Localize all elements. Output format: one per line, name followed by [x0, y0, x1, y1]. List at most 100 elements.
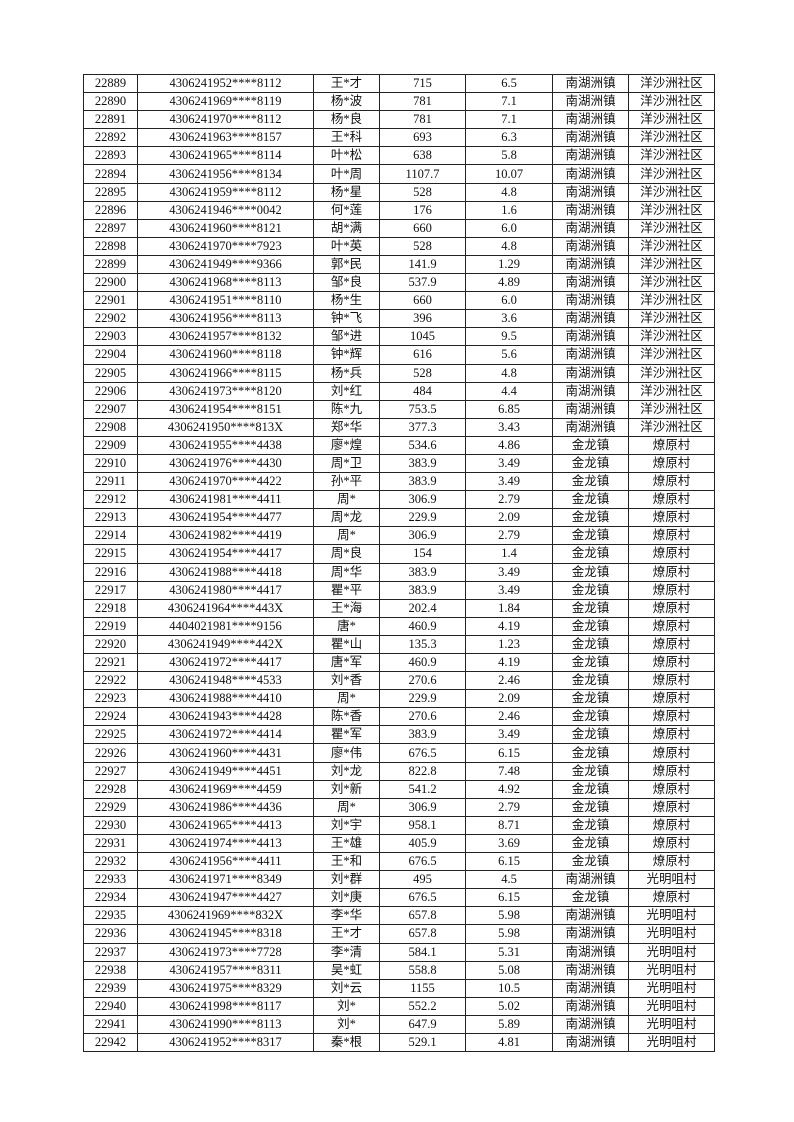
area-cell: 5.8 [465, 146, 553, 166]
area-cell: 4.4 [465, 381, 553, 401]
id-number-cell: 4306241982****4419 [137, 526, 314, 546]
town-cell: 金龙镇 [552, 779, 629, 799]
area-cell: 5.6 [465, 345, 553, 365]
area-cell: 5.89 [465, 1014, 553, 1034]
town-cell: 金龙镇 [552, 671, 629, 691]
amount-cell: 396 [379, 309, 466, 329]
id-number-cell: 4306241969****8119 [137, 92, 314, 112]
village-cell: 洋沙洲社区 [628, 363, 715, 383]
name-cell: 钟*飞 [313, 309, 380, 329]
town-cell: 南湖洲镇 [552, 73, 629, 94]
row-number-cell: 22908 [83, 417, 138, 437]
table-row: 22931 4306241974****4413 王*雄 405.9 3.69 金龙镇 燎原… [83, 833, 715, 854]
id-number-cell: 4306241976****4430 [137, 453, 314, 474]
table-row: 22927 4306241949****4451 刘*龙 822.8 7.48 金龙镇 燎原… [83, 761, 715, 781]
area-cell: 4.92 [465, 779, 553, 799]
name-cell: 刘*红 [313, 381, 380, 401]
area-cell: 6.15 [465, 852, 553, 872]
town-cell: 南湖洲镇 [552, 164, 629, 184]
name-cell: 王*才 [313, 73, 380, 94]
town-cell: 金龙镇 [552, 815, 629, 835]
village-cell: 洋沙洲社区 [628, 327, 715, 347]
name-cell: 刘*云 [313, 978, 380, 998]
town-cell: 南湖洲镇 [552, 200, 629, 220]
row-number-cell: 22911 [83, 472, 138, 492]
name-cell: 秦*根 [313, 1032, 380, 1053]
amount-cell: 958.1 [379, 815, 466, 835]
town-cell: 南湖洲镇 [552, 399, 629, 419]
name-cell: 刘*庚 [313, 888, 380, 908]
table-row: 22890 4306241969****8119 杨*波 781 7.1 南湖洲镇 洋沙洲社… [83, 92, 715, 112]
name-cell: 瞿*平 [313, 580, 380, 600]
id-number-cell: 4306241998****8117 [137, 996, 314, 1016]
row-number-cell: 22937 [83, 942, 138, 962]
amount-cell: 822.8 [379, 761, 466, 781]
town-cell: 南湖洲镇 [552, 273, 629, 293]
area-cell: 4.81 [465, 1032, 553, 1053]
amount-cell: 270.6 [379, 707, 466, 727]
table-row: 22895 4306241959****8112 杨*星 528 4.8 南湖洲镇 洋沙洲社… [83, 182, 715, 202]
name-cell: 刘*宇 [313, 815, 380, 835]
table-row: 22924 4306241943****4428 陈*香 270.6 2.46 金龙镇 燎原… [83, 707, 715, 727]
area-cell: 5.31 [465, 942, 553, 962]
village-cell: 燎原村 [628, 652, 715, 673]
row-number-cell: 22917 [83, 580, 138, 600]
name-cell: 周* [313, 526, 380, 546]
town-cell: 南湖洲镇 [552, 978, 629, 998]
row-number-cell: 22907 [83, 399, 138, 419]
name-cell: 吴*虹 [313, 960, 380, 980]
name-cell: 杨*兵 [313, 363, 380, 383]
name-cell: 周* [313, 797, 380, 817]
name-cell: 陈*香 [313, 707, 380, 727]
area-cell: 4.8 [465, 363, 553, 383]
amount-cell: 270.6 [379, 671, 466, 691]
town-cell: 南湖洲镇 [552, 1014, 629, 1034]
table-row: 22909 4306241955****4438 廖*煌 534.6 4.86 金龙镇 燎原… [83, 435, 715, 455]
table-row: 22926 4306241960****4431 廖*伟 676.5 6.15 金龙镇 燎原… [83, 743, 715, 763]
table-row: 22894 4306241956****8134 叶*周 1107.7 10.07 南湖洲… [83, 164, 715, 184]
name-cell: 叶*周 [313, 164, 380, 184]
table-row: 22891 4306241970****8112 杨*良 781 7.1 南湖洲镇 洋沙洲社… [83, 110, 715, 130]
area-cell: 3.6 [465, 309, 553, 329]
id-number-cell: 4306241972****4417 [137, 652, 314, 673]
id-number-cell: 4306241970****8112 [137, 110, 314, 130]
name-cell: 廖*伟 [313, 743, 380, 763]
row-number-cell: 22933 [83, 870, 138, 890]
amount-cell: 383.9 [379, 580, 466, 600]
amount-cell: 660 [379, 291, 466, 311]
town-cell: 金龙镇 [552, 634, 629, 655]
amount-cell: 534.6 [379, 435, 466, 455]
name-cell: 刘*龙 [313, 761, 380, 781]
town-cell: 南湖洲镇 [552, 345, 629, 365]
table-row: 22918 4306241964****443X 王*海 202.4 1.84 金龙镇 燎原… [83, 598, 715, 618]
amount-cell: 541.2 [379, 779, 466, 799]
amount-cell: 537.9 [379, 273, 466, 293]
table-row: 22934 4306241947****4427 刘*庚 676.5 6.15 金龙镇 燎原… [83, 888, 715, 908]
town-cell: 南湖洲镇 [552, 924, 629, 944]
id-number-cell: 4306241970****7923 [137, 236, 314, 256]
town-cell: 南湖洲镇 [552, 92, 629, 112]
id-number-cell: 4306241954****4417 [137, 544, 314, 564]
id-number-cell: 4306241973****7728 [137, 942, 314, 962]
amount-cell: 528 [379, 236, 466, 256]
name-cell: 周* [313, 689, 380, 709]
name-cell: 杨*波 [313, 92, 380, 112]
area-cell: 3.49 [465, 580, 553, 600]
row-number-cell: 22905 [83, 363, 138, 383]
village-cell: 燎原村 [628, 453, 715, 474]
row-number-cell: 22924 [83, 707, 138, 727]
amount-cell: 405.9 [379, 833, 466, 854]
name-cell: 杨*良 [313, 110, 380, 130]
row-number-cell: 22900 [83, 273, 138, 293]
amount-cell: 135.3 [379, 634, 466, 655]
amount-cell: 584.1 [379, 942, 466, 962]
id-number-cell: 4306241969****832X [137, 906, 314, 926]
id-number-cell: 4306241988****4410 [137, 689, 314, 709]
village-cell: 燎原村 [628, 761, 715, 781]
village-cell: 洋沙洲社区 [628, 381, 715, 401]
town-cell: 金龙镇 [552, 472, 629, 492]
area-cell: 7.1 [465, 92, 553, 112]
area-cell: 2.09 [465, 689, 553, 709]
row-number-cell: 22894 [83, 164, 138, 184]
village-cell: 洋沙洲社区 [628, 417, 715, 437]
